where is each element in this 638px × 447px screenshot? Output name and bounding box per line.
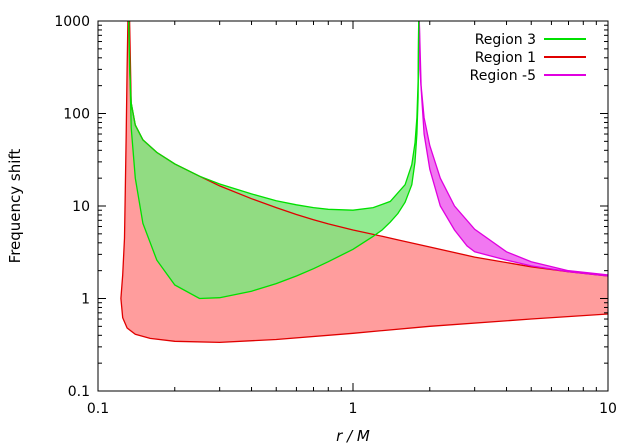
lower-line-region-5 xyxy=(418,21,608,277)
series-lines xyxy=(120,21,608,344)
series-areas xyxy=(120,21,608,343)
area-region-3 xyxy=(128,21,419,299)
upper-line-region-1 xyxy=(120,21,608,299)
legend-label: Region -5 xyxy=(470,68,536,84)
y-tick-label: 1 xyxy=(81,292,90,308)
legend-label: Region 3 xyxy=(475,32,536,48)
x-tick-label: 0.1 xyxy=(87,401,109,417)
legend: Region 3 Region 1 Region -5 xyxy=(470,32,586,84)
upper-line-region-5 xyxy=(418,21,608,276)
upper-line-region-3 xyxy=(128,21,420,211)
y-tick-label: 1000 xyxy=(54,14,90,30)
lower-line-region-3 xyxy=(128,21,420,300)
y-axis-label: Frequency shift xyxy=(6,149,24,264)
legend-label: Region 1 xyxy=(475,50,536,66)
y-tick-label: 0.1 xyxy=(68,384,90,400)
x-tick-label: 1 xyxy=(349,401,358,417)
y-tick-label: 10 xyxy=(72,199,90,215)
axis-ticks: 0.1 1 10 0.1 1 10 100 1000 xyxy=(54,14,617,417)
x-axis-label: r / M xyxy=(336,427,370,445)
y-tick-label: 100 xyxy=(63,107,90,123)
x-tick-label: 10 xyxy=(599,401,617,417)
lower-line-region-1 xyxy=(120,298,608,344)
